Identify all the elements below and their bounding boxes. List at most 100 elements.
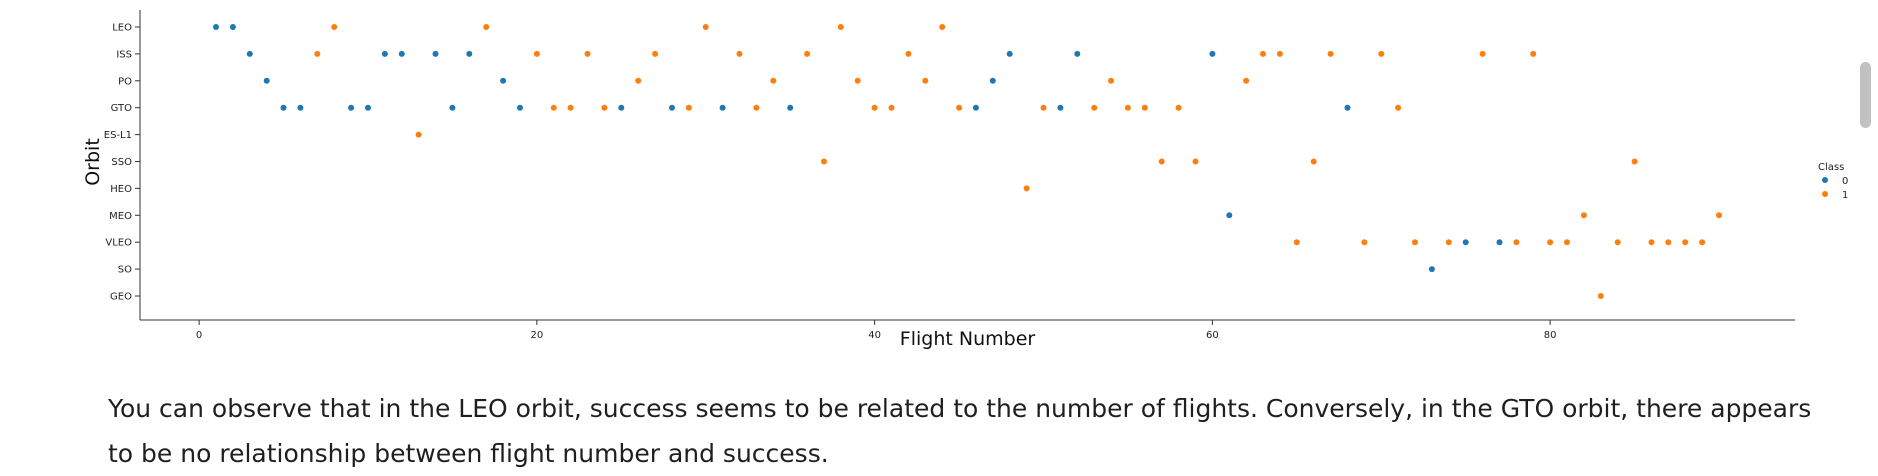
legend-marker-class-0 — [1822, 177, 1828, 183]
x-tick-label: 40 — [868, 330, 881, 341]
data-point-class-1 — [1597, 293, 1604, 299]
data-point-class-1 — [837, 24, 844, 30]
x-axis-title: Flight Number — [900, 328, 1036, 350]
legend: Class 0 1 — [1818, 162, 1848, 201]
x-tick-label: 0 — [196, 330, 202, 341]
y-tick-label: SSO — [111, 157, 132, 168]
data-point-class-1 — [1547, 239, 1554, 246]
data-point-class-1 — [1293, 239, 1300, 246]
data-point-class-1 — [1665, 239, 1672, 246]
data-point-class-1 — [1513, 239, 1520, 246]
data-point-class-0 — [246, 50, 253, 57]
data-point-class-1 — [702, 24, 709, 30]
y-tick-label: ES-L1 — [104, 130, 132, 141]
data-point-class-0 — [1209, 50, 1216, 57]
data-point-class-1 — [331, 24, 338, 30]
data-point-class-1 — [1682, 239, 1689, 246]
vertical-scrollbar[interactable] — [1856, 0, 1878, 473]
legend-title: Class — [1818, 162, 1844, 173]
data-point-class-0 — [787, 104, 794, 111]
data-point-class-0 — [618, 104, 625, 111]
data-point-class-0 — [972, 104, 979, 111]
legend-label-class-1: 1 — [1842, 190, 1848, 201]
y-tick-label: SO — [118, 265, 132, 276]
data-point-class-1 — [871, 104, 878, 111]
y-tick-label: GEO — [110, 292, 132, 303]
data-point-class-0 — [348, 104, 355, 111]
data-point-class-1 — [483, 24, 490, 30]
data-point-class-1 — [601, 104, 608, 111]
data-point-class-1 — [1530, 50, 1537, 57]
scrollbar-thumb[interactable] — [1860, 62, 1871, 128]
chart-svg: LEO ISS PO GTO ES-L1 SSO HEO MEO VLEO SO GEO 0 20 40… — [82, 10, 1848, 350]
data-point-class-1 — [1108, 77, 1114, 84]
data-point-class-0 — [213, 24, 219, 30]
data-point-class-0 — [398, 50, 405, 57]
data-point-class-0 — [1074, 50, 1081, 57]
data-point-class-1 — [888, 104, 895, 111]
data-point-class-1 — [905, 50, 912, 57]
data-point-class-1 — [1361, 239, 1368, 246]
data-point-class-0 — [1006, 50, 1013, 57]
data-point-class-1 — [1040, 104, 1047, 111]
x-tick-label: 20 — [530, 330, 543, 341]
legend-marker-class-1 — [1822, 191, 1828, 197]
data-point-class-1 — [1699, 239, 1706, 246]
data-point-class-1 — [550, 104, 557, 111]
data-point-class-1 — [1158, 158, 1165, 165]
data-point-class-0 — [500, 77, 507, 84]
data-point-class-1 — [635, 77, 642, 84]
data-point-class-1 — [1564, 239, 1570, 246]
scatter-chart: LEO ISS PO GTO ES-L1 SSO HEO MEO VLEO SO GEO 0 20 40… — [82, 10, 1848, 350]
x-tick-label: 80 — [1544, 330, 1557, 341]
data-point-class-1 — [652, 50, 659, 57]
data-point-class-1 — [1175, 104, 1182, 111]
y-axis-title: Orbit — [82, 138, 104, 186]
data-point-class-1 — [1141, 104, 1148, 111]
data-point-class-1 — [1614, 239, 1621, 246]
data-point-class-1 — [1023, 185, 1030, 192]
data-point-class-0 — [1226, 212, 1233, 219]
data-point-class-1 — [584, 50, 591, 57]
data-point-class-1 — [854, 77, 861, 84]
y-tick-label: PO — [118, 76, 132, 87]
data-point-class-0 — [263, 77, 270, 84]
x-tick-label: 60 — [1206, 330, 1219, 341]
data-point-class-1 — [1124, 104, 1131, 111]
data-points — [213, 24, 1722, 299]
x-axis: 0 20 40 60 80 — [140, 319, 1795, 341]
data-point-class-0 — [669, 104, 675, 111]
data-point-class-1 — [685, 104, 692, 111]
data-point-class-1 — [821, 158, 827, 165]
data-point-class-1 — [770, 77, 777, 84]
data-point-class-1 — [1648, 239, 1655, 246]
data-point-class-0 — [517, 104, 523, 111]
markdown-observation-text: You can observe that in the LEO orbit, s… — [108, 394, 1812, 468]
data-point-class-1 — [956, 104, 963, 111]
data-point-class-0 — [449, 104, 456, 111]
data-point-class-0 — [365, 104, 371, 111]
data-point-class-1 — [1243, 77, 1250, 84]
data-point-class-0 — [280, 104, 287, 111]
data-point-class-1 — [1378, 50, 1385, 57]
data-point-class-1 — [1412, 239, 1418, 246]
legend-label-class-0: 0 — [1842, 176, 1848, 187]
y-tick-label: LEO — [112, 23, 132, 34]
data-point-class-0 — [466, 50, 473, 57]
data-point-class-1 — [1395, 104, 1402, 111]
data-point-class-1 — [736, 50, 743, 57]
data-point-class-0 — [1462, 239, 1469, 246]
data-point-class-1 — [567, 104, 574, 111]
data-point-class-0 — [297, 104, 304, 111]
data-point-class-1 — [1631, 158, 1638, 165]
y-axis: LEO ISS PO GTO ES-L1 SSO HEO MEO VLEO SO GEO — [104, 10, 141, 320]
data-point-class-1 — [1580, 212, 1587, 219]
data-point-class-0 — [1428, 266, 1435, 273]
data-point-class-1 — [1310, 158, 1317, 165]
data-point-class-0 — [719, 104, 726, 111]
y-tick-label: VLEO — [105, 238, 132, 249]
data-point-class-0 — [381, 50, 388, 57]
data-point-class-1 — [1091, 104, 1098, 111]
data-point-class-1 — [1716, 212, 1722, 219]
data-point-class-1 — [1192, 158, 1199, 165]
